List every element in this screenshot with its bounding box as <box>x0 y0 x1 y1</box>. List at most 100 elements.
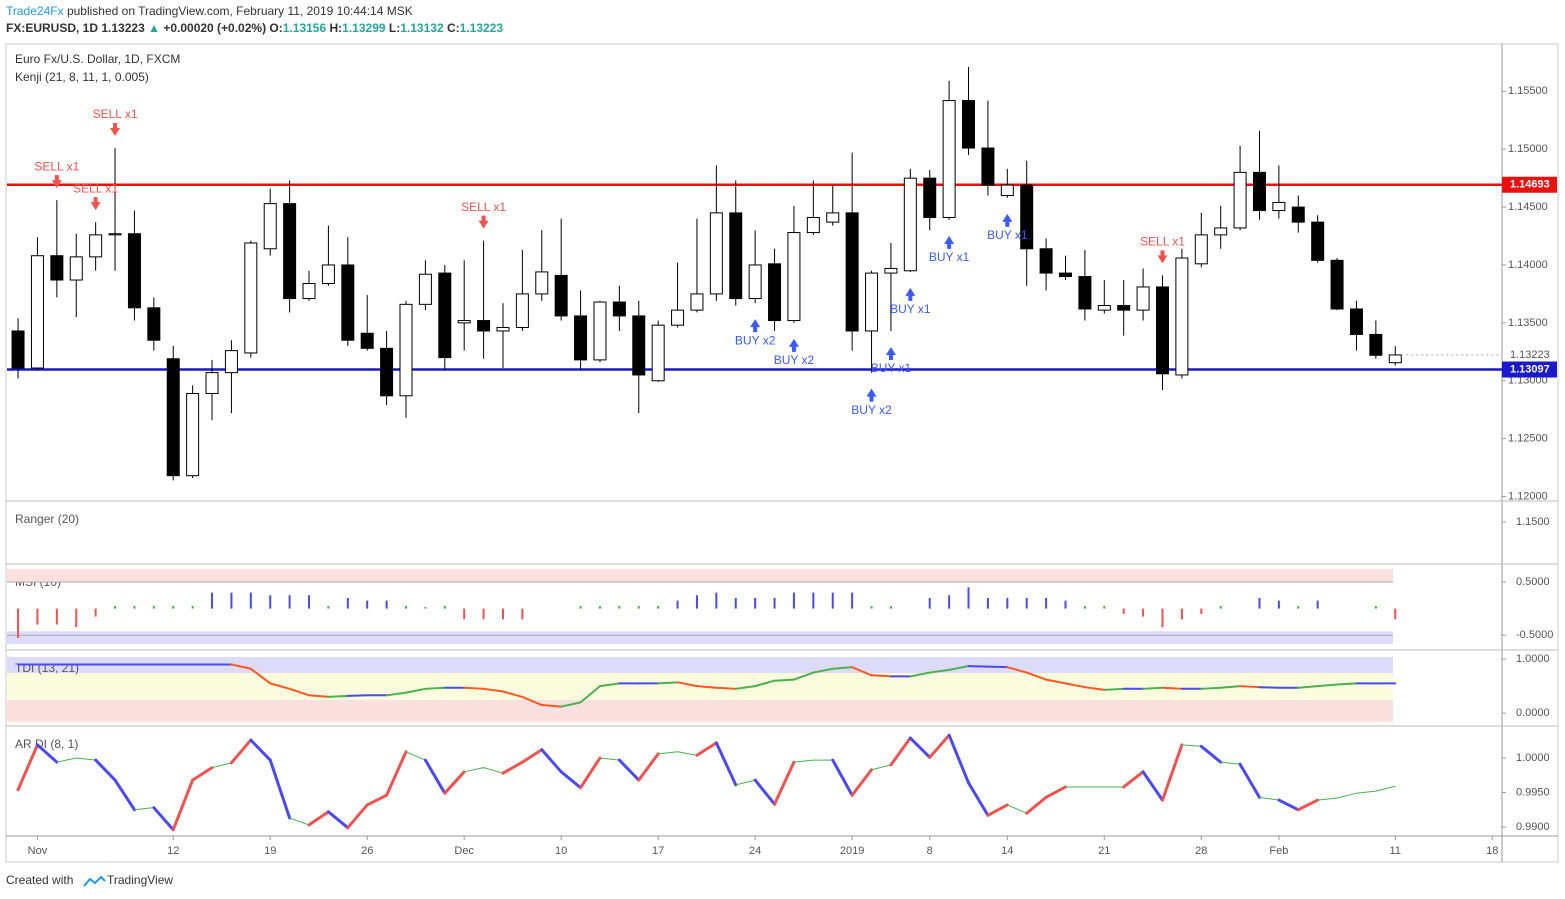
candle-body <box>477 320 491 332</box>
indicator: Kenji (21, 8, 11, 1, 0.005) <box>15 70 149 84</box>
indicator-segment <box>1142 686 1164 690</box>
footer-created: Created with <box>6 873 73 887</box>
tdi-band-low <box>7 700 1393 722</box>
candle-body <box>438 272 452 359</box>
indicator-segment <box>211 762 232 769</box>
indicator-segment <box>831 666 854 670</box>
panel-title: AR DI (8, 1) <box>15 737 78 751</box>
candle-body <box>1272 201 1286 212</box>
x-tick-label: 21 <box>1098 845 1110 857</box>
candle-body <box>709 212 723 295</box>
indicator-segment <box>1045 678 1067 685</box>
candle-body <box>535 271 549 295</box>
signal-arrow <box>110 123 121 137</box>
o-value: 1.13156 <box>283 21 327 35</box>
candle-body <box>205 372 219 394</box>
candle-body <box>89 234 103 258</box>
indicator-segment <box>1239 685 1261 689</box>
indicator-segment <box>851 666 873 677</box>
indicator-segment <box>870 674 892 678</box>
indicator-segment <box>229 738 253 765</box>
candle-body <box>768 263 782 322</box>
symbol: FX:EURUSD, 1D <box>6 21 98 35</box>
y-tick-label: 0.0000 <box>1516 707 1550 719</box>
indicator-segment <box>1258 686 1280 689</box>
indicator-segment <box>288 687 311 697</box>
indicator-segment <box>1238 762 1261 799</box>
indicator-segment <box>94 758 117 782</box>
candle-body <box>30 255 44 369</box>
h-label: H: <box>330 21 343 35</box>
indicator-segment <box>889 736 912 767</box>
candle-body <box>224 350 238 374</box>
candle-body <box>186 392 200 477</box>
indicator-segment <box>1141 770 1164 802</box>
indicator-segment <box>1317 797 1338 801</box>
last-price-label: 1.13223 <box>1510 349 1550 361</box>
candle-body <box>787 232 801 322</box>
candle-body <box>962 100 976 149</box>
c-value: 1.13223 <box>460 21 504 35</box>
arrow: ▲ <box>148 21 160 35</box>
signal-label: BUY x1 <box>890 302 931 316</box>
indicator-segment <box>850 768 874 797</box>
indicator-segment <box>1199 744 1223 764</box>
h-value: 1.13299 <box>342 21 386 35</box>
indicator-segment <box>948 665 970 671</box>
indicator-segment <box>735 779 756 786</box>
indicator-segment <box>424 686 446 690</box>
indicator-segment <box>133 807 155 811</box>
indicator-segment <box>734 685 757 690</box>
candle-body <box>690 293 704 311</box>
pane-separators <box>6 500 1558 727</box>
indicator-segment <box>657 681 679 685</box>
tdi-band-high <box>7 657 1393 673</box>
level-tag <box>1502 176 1557 193</box>
candle-body <box>457 320 471 324</box>
signal-arrow <box>885 346 896 360</box>
indicator-segment <box>308 694 330 698</box>
indicator-segment <box>1025 671 1048 681</box>
indicator-segment <box>1219 685 1242 689</box>
indicator-segment <box>715 686 737 690</box>
x-tick-label: 18 <box>1486 845 1498 857</box>
indicator-segment <box>1258 796 1280 801</box>
indicator-segment <box>540 704 563 708</box>
x-tick-label: Nov <box>28 845 48 857</box>
candle-body <box>283 203 297 300</box>
indicator-segment <box>405 751 426 761</box>
y-tick-label: 1.1500 <box>1516 516 1550 528</box>
published: published on TradingView.com, February 1… <box>67 4 413 18</box>
candle-body <box>1039 248 1053 274</box>
indicator-segment <box>1336 792 1357 799</box>
candle-body <box>1117 304 1131 311</box>
candle-body <box>302 282 316 300</box>
y-tick-label: 1.0000 <box>1516 752 1550 764</box>
signal-label: BUY x1 <box>871 361 912 375</box>
indicator-segment <box>540 748 563 774</box>
signal-arrow <box>478 215 489 229</box>
candle-body <box>147 307 161 341</box>
c-label: C: <box>447 21 460 35</box>
indicator-segment <box>75 757 97 761</box>
indicator-segment <box>113 778 136 812</box>
indicator-segment <box>171 778 195 832</box>
indicator-segment <box>617 758 641 782</box>
footer-brand[interactable]: TradingView <box>107 873 173 887</box>
candle-body <box>845 212 859 332</box>
y-tick-label: 1.14500 <box>1508 201 1548 213</box>
x-tick-label: 28 <box>1195 845 1207 857</box>
indicator-segment <box>307 810 330 827</box>
y-tick-label: 1.0000 <box>1516 653 1550 665</box>
candle-body <box>1136 286 1150 311</box>
indicator-segment <box>1220 761 1241 765</box>
signal-label: SELL x1 <box>461 200 506 214</box>
indicator-segment <box>695 685 718 689</box>
source[interactable]: Trade24Fx <box>6 4 64 18</box>
indicator-segment <box>560 701 582 708</box>
l-value: 1.13132 <box>400 21 444 35</box>
candle-body <box>496 326 510 332</box>
x-tick-label: 2019 <box>840 845 864 857</box>
indicator-segment <box>521 695 543 707</box>
